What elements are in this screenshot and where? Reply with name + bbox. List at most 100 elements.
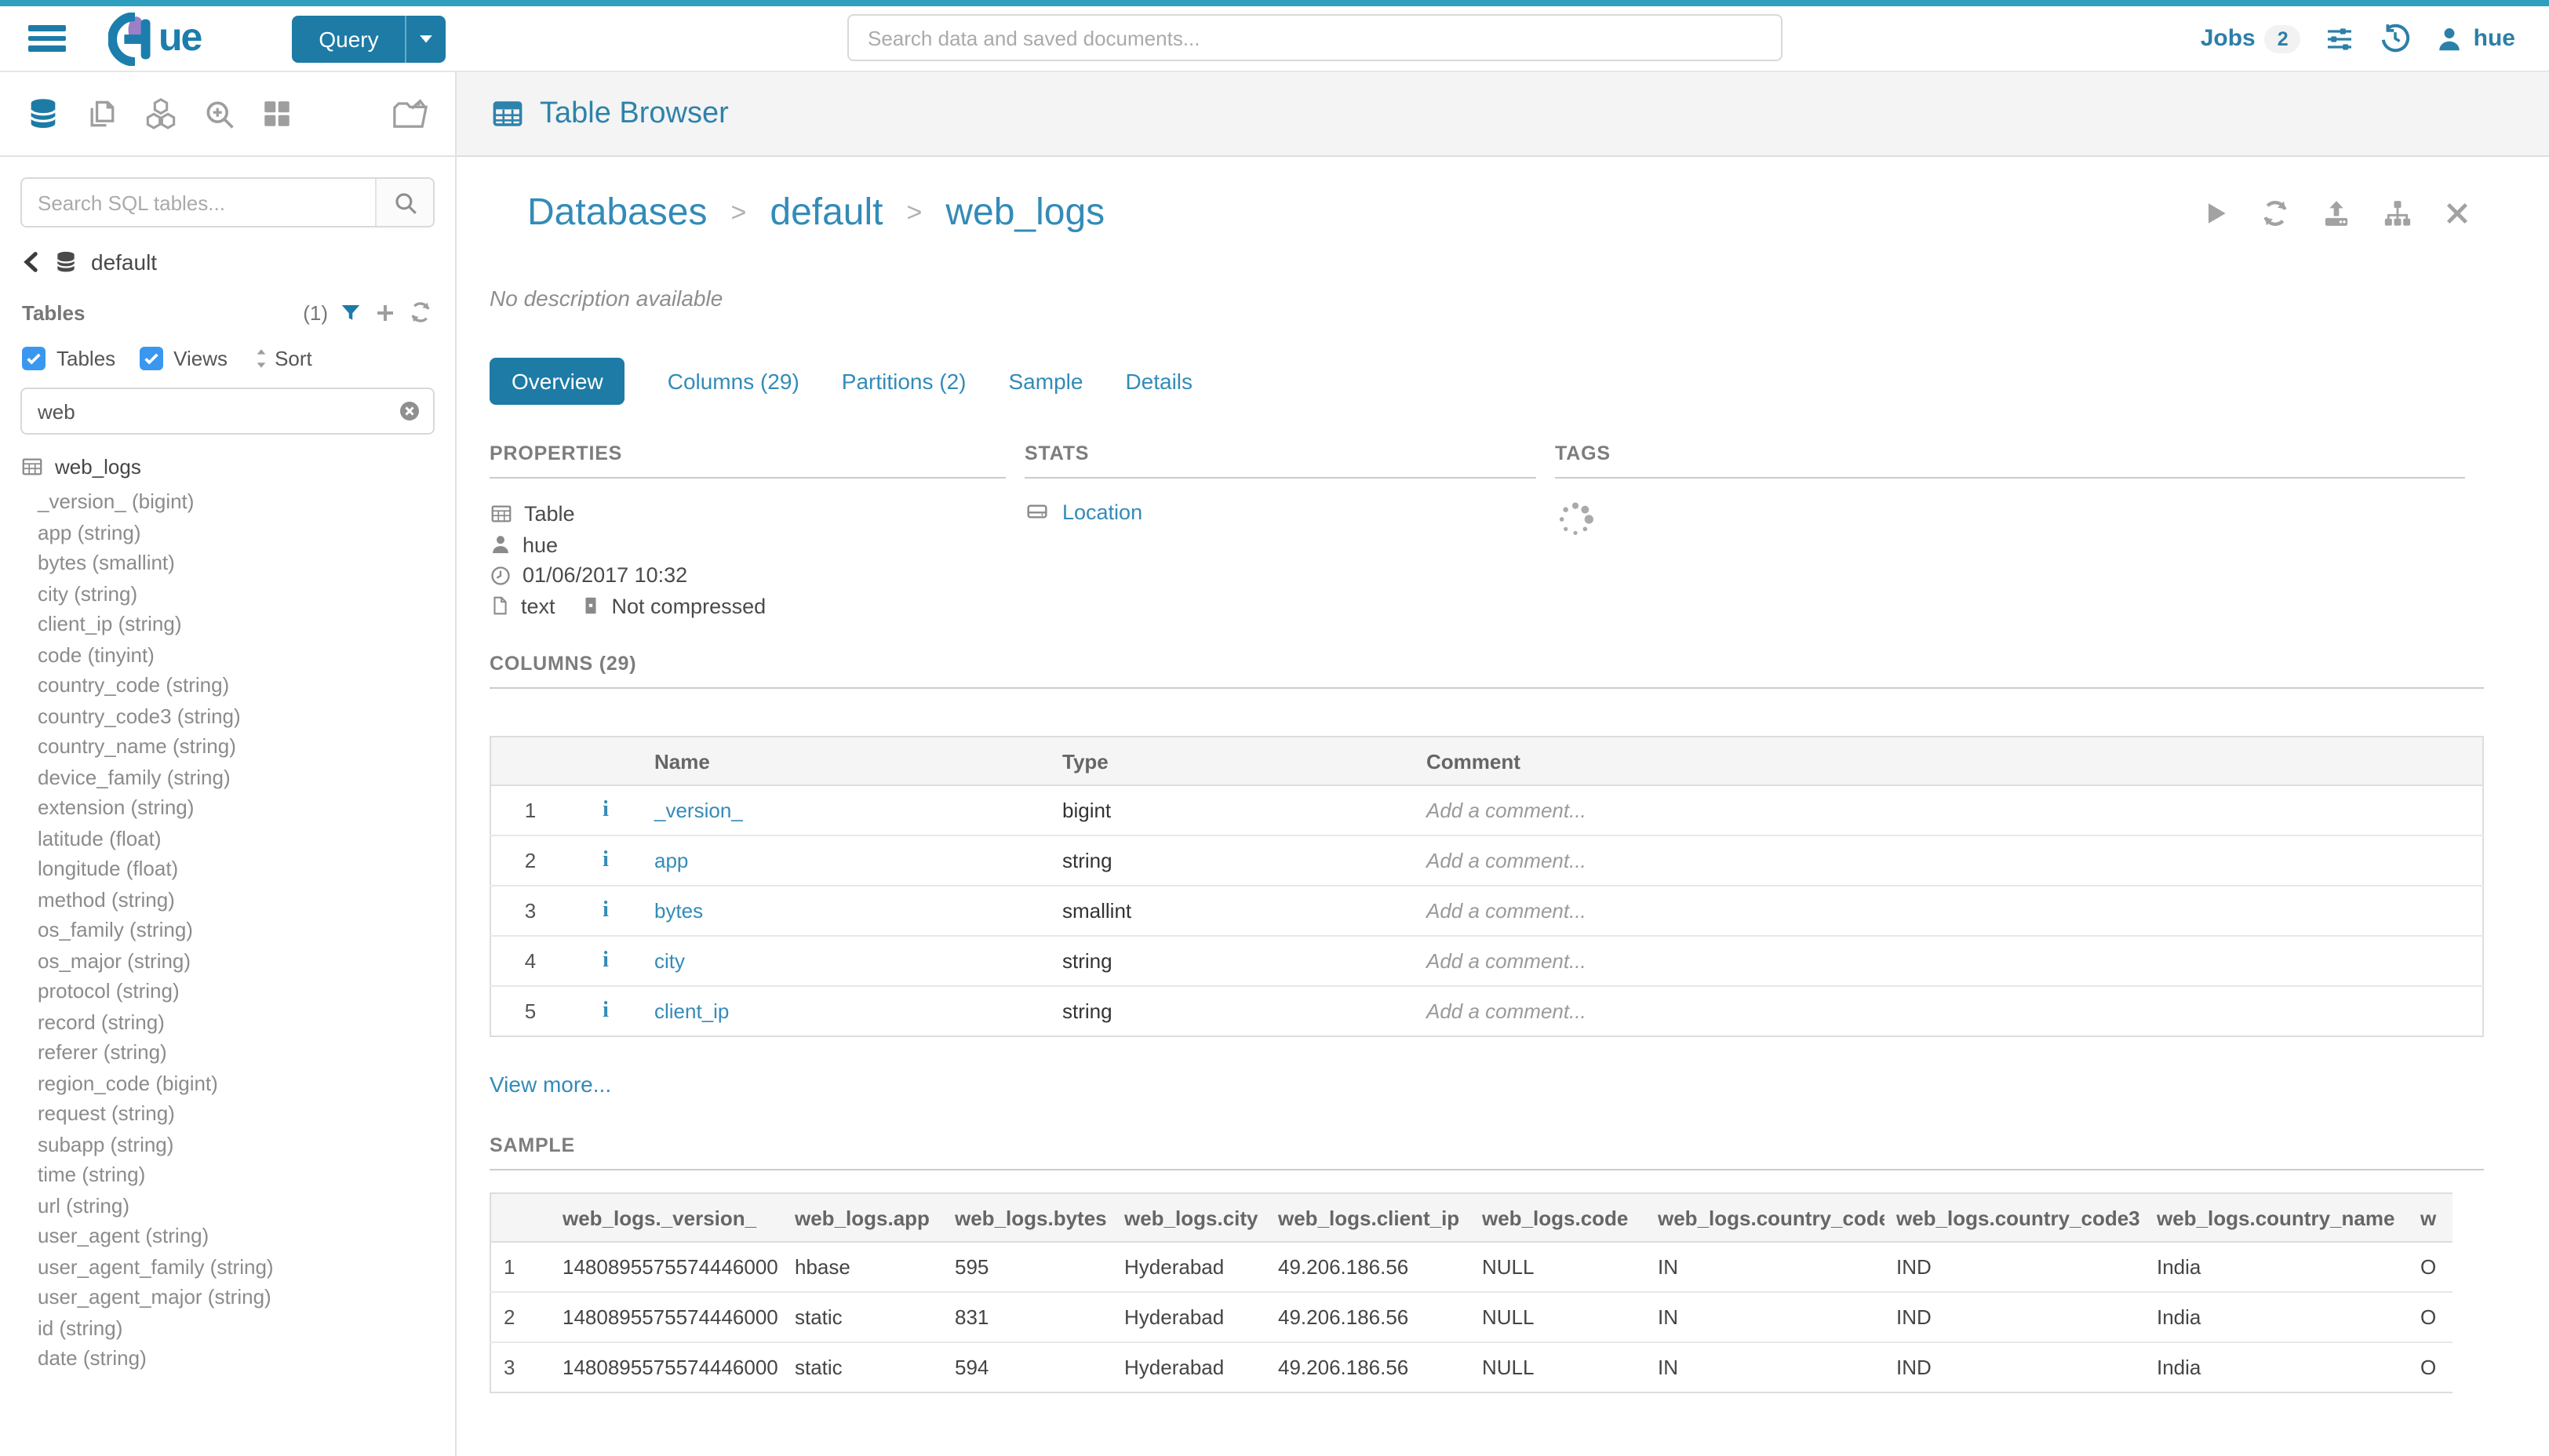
- tab-columns[interactable]: Columns (29): [667, 369, 799, 394]
- sidebar-column-item[interactable]: region_code (bigint): [38, 1068, 455, 1098]
- sidebar-column-item[interactable]: country_name (string): [38, 731, 455, 762]
- sidebar-column-item[interactable]: longitude (float): [38, 854, 455, 884]
- column-comment-placeholder[interactable]: Add a comment...: [1426, 849, 1586, 872]
- sidebar-column-item[interactable]: country_code3 (string): [38, 701, 455, 731]
- column-comment-placeholder[interactable]: Add a comment...: [1426, 999, 1586, 1023]
- column-name-link[interactable]: app: [654, 849, 689, 872]
- database-breadcrumb-row[interactable]: default: [0, 228, 455, 281]
- sidebar-column-item[interactable]: app (string): [38, 517, 455, 548]
- sort-control[interactable]: Sort: [251, 347, 312, 370]
- sidebar-column-item[interactable]: device_family (string): [38, 762, 455, 792]
- breadcrumb-default[interactable]: default: [770, 191, 883, 234]
- history-icon[interactable]: [2380, 22, 2412, 55]
- tab-overview[interactable]: Overview: [490, 358, 625, 405]
- info-icon[interactable]: [603, 899, 609, 923]
- sql-table-search-input[interactable]: [22, 179, 375, 226]
- folder-documents-icon[interactable]: [391, 96, 430, 132]
- sidebar-column-item[interactable]: time (string): [38, 1159, 455, 1190]
- column-name-link[interactable]: _version_: [654, 799, 743, 822]
- sidebar-column-item[interactable]: os_family (string): [38, 915, 455, 945]
- sidebar-column-item[interactable]: user_agent (string): [38, 1221, 455, 1251]
- table-name-filter-input[interactable]: [20, 388, 435, 435]
- property-created-value: 01/06/2017 10:32: [523, 563, 688, 588]
- query-dropdown-caret[interactable]: [405, 15, 446, 62]
- sidebar-column-item[interactable]: record (string): [38, 1006, 455, 1037]
- sidebar-column-item[interactable]: os_major (string): [38, 945, 455, 976]
- sliders-icon[interactable]: [2325, 23, 2356, 54]
- apps-grid-icon[interactable]: [260, 97, 293, 130]
- sidebar-column-item[interactable]: bytes (smallint): [38, 548, 455, 578]
- info-icon[interactable]: [603, 949, 609, 973]
- tab-sample[interactable]: Sample: [1008, 369, 1083, 394]
- sidebar-column-item[interactable]: referer (string): [38, 1037, 455, 1068]
- sidebar-column-item[interactable]: country_code (string): [38, 670, 455, 701]
- query-play-icon[interactable]: [2201, 199, 2230, 228]
- sidebar-column-item[interactable]: client_ip (string): [38, 609, 455, 639]
- sidebar-column-item[interactable]: _version_ (bigint): [38, 486, 455, 517]
- refresh-icon[interactable]: [2260, 198, 2291, 229]
- close-icon[interactable]: [2443, 199, 2471, 228]
- back-chevron-icon[interactable]: [22, 251, 41, 273]
- column-name-link[interactable]: client_ip: [654, 999, 730, 1023]
- sidebar-column-label: url (string): [38, 1193, 130, 1217]
- sql-table-search-button[interactable]: [375, 179, 433, 226]
- functions-cubes-icon[interactable]: [143, 96, 179, 132]
- tab-partitions[interactable]: Partitions (2): [841, 369, 967, 394]
- sidebar-column-item[interactable]: extension (string): [38, 792, 455, 823]
- sidebar-column-item[interactable]: method (string): [38, 884, 455, 915]
- sidebar-column-item[interactable]: user_agent_family (string): [38, 1251, 455, 1282]
- documents-assist-icon[interactable]: [85, 96, 119, 131]
- sample-table-wrap: web_logs._version_ web_logs.app web_logs…: [490, 1192, 2453, 1393]
- zoom-in-assist-icon[interactable]: [202, 96, 237, 131]
- sidebar-column-item[interactable]: city (string): [38, 578, 455, 609]
- info-icon[interactable]: [603, 999, 609, 1023]
- sidebar-column-label: extension (string): [38, 795, 195, 819]
- sample-data-row: 1 1480895575574446000 hbase 595 Hyderaba…: [490, 1241, 2453, 1292]
- jobs-link[interactable]: Jobs 2: [2201, 24, 2301, 53]
- column-name-link[interactable]: bytes: [654, 899, 704, 923]
- column-name-link[interactable]: city: [654, 949, 685, 973]
- info-icon[interactable]: [603, 849, 609, 872]
- global-search-input[interactable]: [847, 14, 1782, 61]
- sidebar-column-item[interactable]: id (string): [38, 1312, 455, 1343]
- column-comment-placeholder[interactable]: Add a comment...: [1426, 949, 1586, 973]
- location-link[interactable]: Location: [1025, 499, 1555, 524]
- breadcrumb-databases[interactable]: Databases: [527, 191, 708, 234]
- lineage-sitemap-icon[interactable]: [2382, 198, 2413, 229]
- property-format-value: text: [521, 594, 555, 618]
- column-comment-placeholder[interactable]: Add a comment...: [1426, 899, 1586, 923]
- hue-logo[interactable]: ue: [108, 12, 202, 65]
- tables-checkbox[interactable]: [22, 347, 46, 370]
- sidebar-column-item[interactable]: date (string): [38, 1343, 455, 1374]
- filter-funnel-icon[interactable]: [339, 300, 362, 324]
- import-upload-icon[interactable]: [2321, 198, 2352, 229]
- sql-assist-icon[interactable]: [25, 96, 61, 132]
- refresh-tables-icon[interactable]: [408, 300, 433, 325]
- table-grid-icon: [20, 455, 44, 479]
- info-icon[interactable]: [603, 799, 609, 822]
- user-menu[interactable]: hue: [2436, 24, 2515, 53]
- sidebar-column-label: subapp (string): [38, 1132, 174, 1156]
- tab-details[interactable]: Details: [1125, 369, 1193, 394]
- sample-header-corner: [490, 1193, 550, 1243]
- clear-filter-icon[interactable]: [397, 399, 422, 424]
- sidebar-column-item[interactable]: code (tinyint): [38, 639, 455, 670]
- sidebar-column-item[interactable]: protocol (string): [38, 976, 455, 1006]
- sidebar-column-item[interactable]: latitude (float): [38, 823, 455, 854]
- query-button[interactable]: Query: [292, 15, 446, 62]
- column-type: bigint: [1062, 799, 1112, 822]
- query-button-label: Query: [319, 26, 379, 51]
- sidebar-table-web-logs[interactable]: web_logs: [0, 435, 455, 479]
- sidebar-column-label: city (string): [38, 581, 138, 605]
- view-more-link[interactable]: View more...: [490, 1072, 612, 1097]
- sidebar-column-item[interactable]: subapp (string): [38, 1129, 455, 1159]
- add-table-plus-icon[interactable]: [373, 300, 397, 324]
- column-comment-placeholder[interactable]: Add a comment...: [1426, 799, 1586, 822]
- sidebar-column-item[interactable]: url (string): [38, 1190, 455, 1221]
- username-label: hue: [2473, 25, 2515, 52]
- sidebar-column-item[interactable]: user_agent_major (string): [38, 1282, 455, 1312]
- sidebar-column-item[interactable]: request (string): [38, 1098, 455, 1129]
- sample-header-cell: web_logs.country_code3: [1884, 1193, 2144, 1243]
- views-checkbox[interactable]: [139, 347, 163, 370]
- hamburger-menu-icon[interactable]: [28, 25, 66, 52]
